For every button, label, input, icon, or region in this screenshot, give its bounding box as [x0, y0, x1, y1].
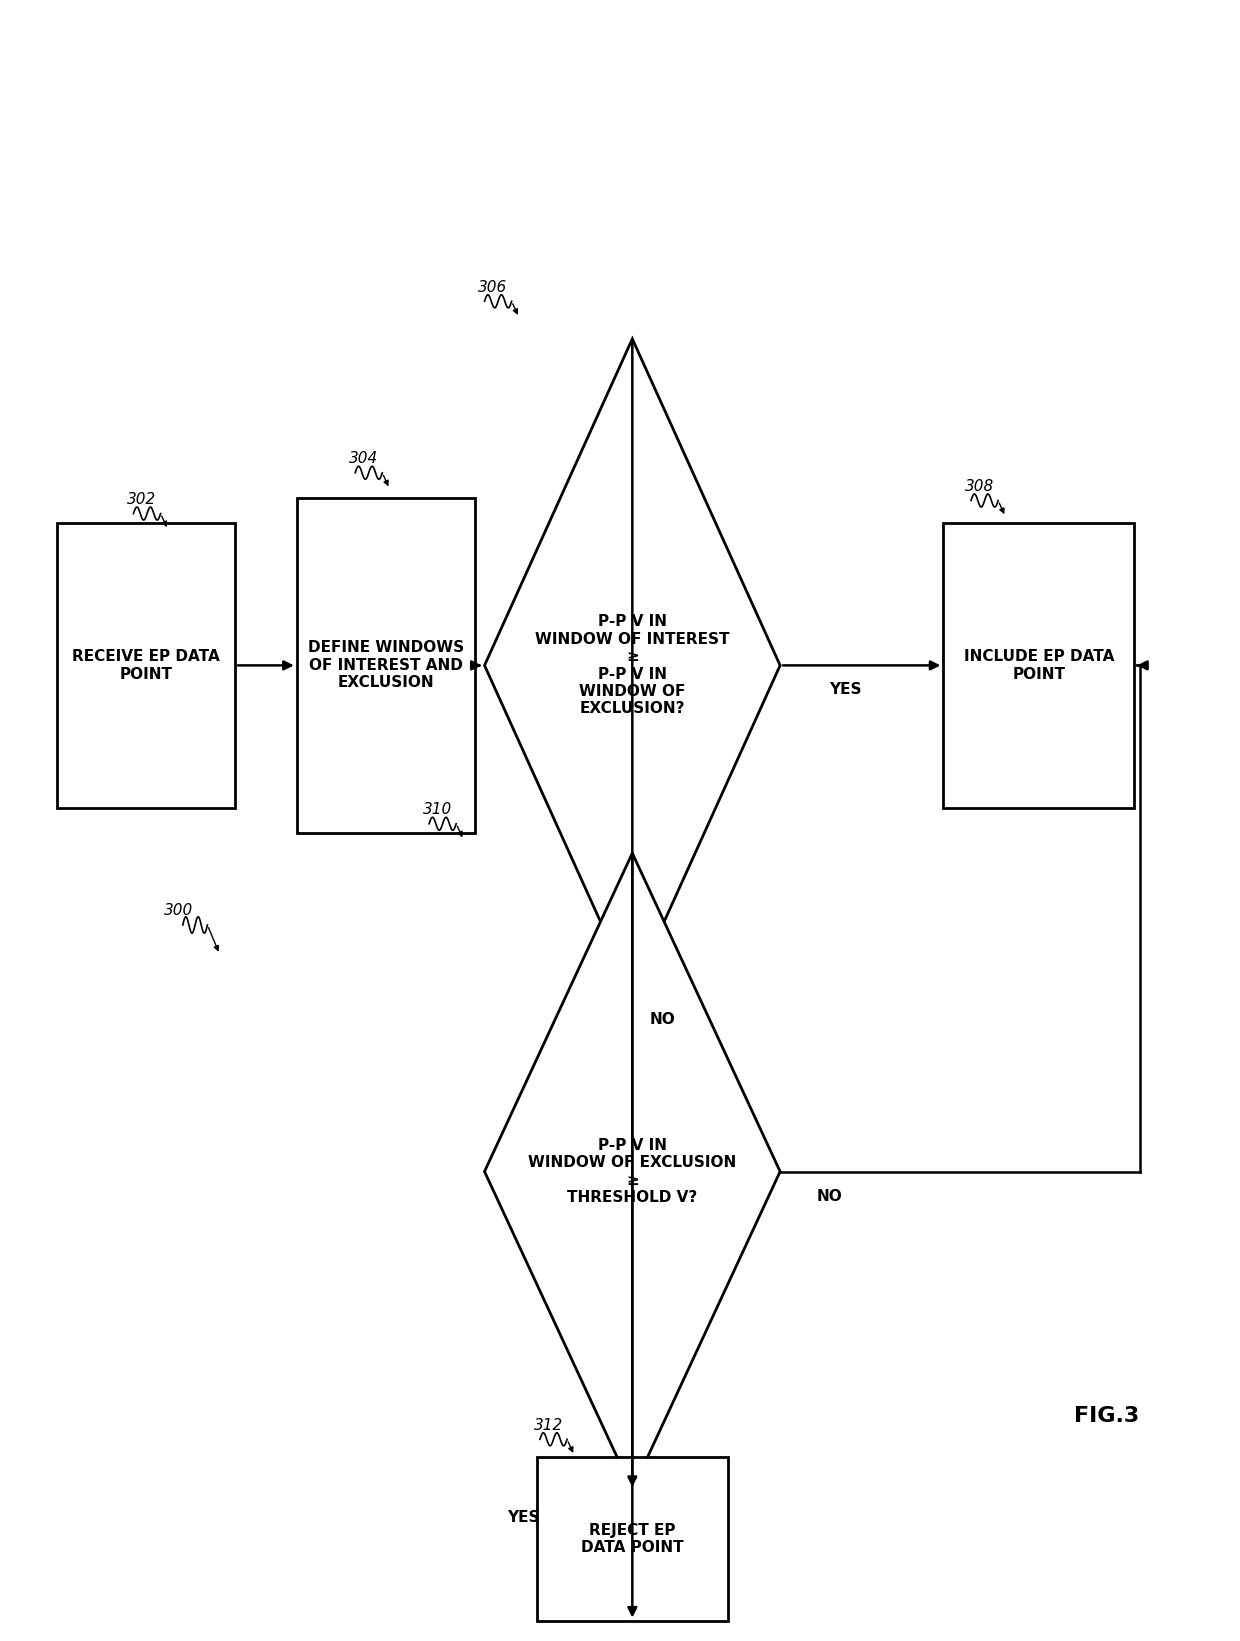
- Text: 302: 302: [128, 492, 156, 507]
- Text: REJECT EP
DATA POINT: REJECT EP DATA POINT: [582, 1523, 683, 1556]
- Text: 300: 300: [164, 904, 193, 919]
- Text: YES: YES: [507, 1510, 539, 1524]
- Text: P-P V IN
WINDOW OF EXCLUSION
≥
THRESHOLD V?: P-P V IN WINDOW OF EXCLUSION ≥ THRESHOLD…: [528, 1137, 737, 1204]
- Bar: [537, 1457, 728, 1621]
- Text: INCLUDE EP DATA
POINT: INCLUDE EP DATA POINT: [963, 650, 1114, 681]
- Text: P-P V IN
WINDOW OF INTEREST
≥
P-P V IN
WINDOW OF
EXCLUSION?: P-P V IN WINDOW OF INTEREST ≥ P-P V IN W…: [536, 614, 729, 717]
- Polygon shape: [485, 338, 780, 991]
- Text: RECEIVE EP DATA
POINT: RECEIVE EP DATA POINT: [72, 650, 219, 681]
- Text: 304: 304: [348, 451, 378, 466]
- Text: 308: 308: [965, 479, 994, 494]
- Text: 310: 310: [423, 802, 453, 817]
- Text: NO: NO: [817, 1188, 843, 1203]
- Text: DEFINE WINDOWS
OF INTEREST AND
EXCLUSION: DEFINE WINDOWS OF INTEREST AND EXCLUSION: [308, 640, 464, 691]
- Text: YES: YES: [830, 683, 862, 697]
- Polygon shape: [485, 853, 780, 1490]
- Text: FIG.3: FIG.3: [1074, 1406, 1140, 1426]
- Text: NO: NO: [650, 1012, 676, 1027]
- Bar: [57, 522, 236, 809]
- Bar: [296, 499, 475, 832]
- Text: 306: 306: [479, 279, 507, 295]
- Text: 312: 312: [533, 1418, 563, 1433]
- Bar: [944, 522, 1135, 809]
